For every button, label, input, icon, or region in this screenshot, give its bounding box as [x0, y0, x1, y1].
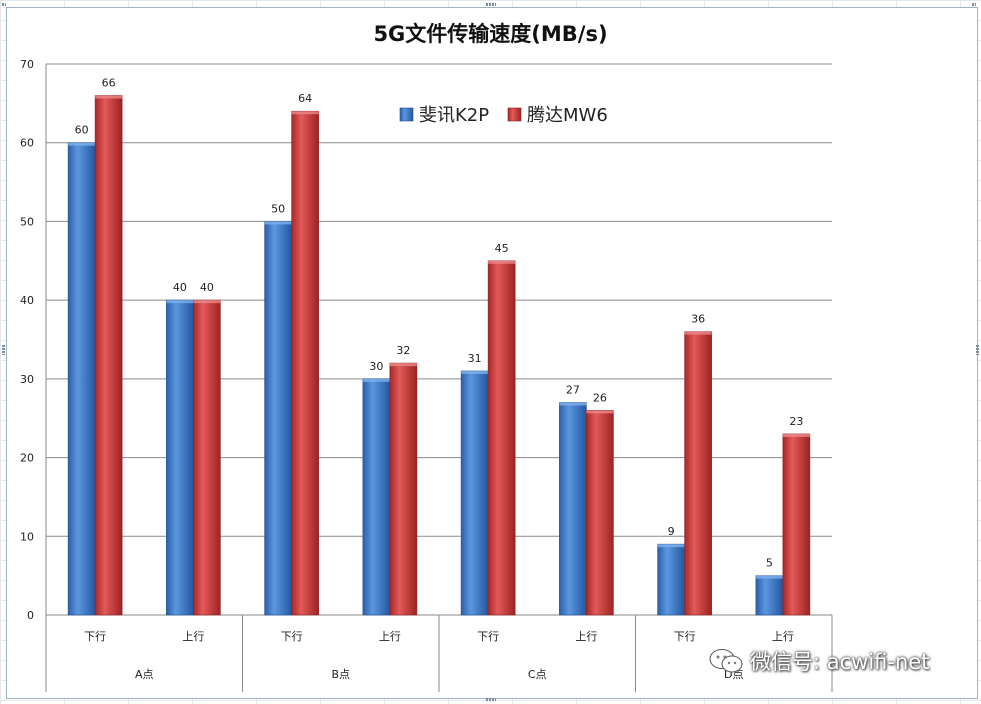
- data-label: 45: [495, 242, 509, 255]
- bar-mw6: [389, 362, 418, 616]
- bar-mw6: [782, 433, 811, 616]
- y-tick-label: 20: [20, 452, 34, 465]
- data-label: 32: [396, 344, 410, 357]
- legend-label: 腾达MW6: [527, 105, 608, 126]
- legend-label: 斐讯K2P: [419, 105, 489, 126]
- bar-cap: [684, 331, 712, 335]
- legend-swatch: [507, 107, 522, 122]
- x-tick-label: 上行: [575, 630, 597, 643]
- resize-handle-top-right[interactable]: [972, 3, 976, 6]
- y-tick-label: 30: [20, 373, 34, 386]
- x-tick-label: 上行: [772, 630, 794, 643]
- x-tick-label: 下行: [674, 630, 696, 643]
- bar-mw6: [586, 410, 614, 616]
- bar-cap: [755, 575, 783, 579]
- bar-k2p: [559, 402, 587, 616]
- bar-mw6: [684, 331, 712, 616]
- bar-cap: [362, 378, 390, 382]
- x-tick-label: 下行: [84, 630, 106, 643]
- watermark-text: 微信号: acwifi-net: [750, 650, 930, 674]
- data-label: 9: [668, 525, 675, 538]
- bar-k2p: [166, 299, 194, 616]
- bar-cap: [68, 142, 96, 146]
- watermark: 微信号: acwifi-net: [708, 646, 929, 676]
- group-label: B点: [331, 668, 350, 681]
- data-label: 26: [593, 391, 607, 404]
- bar-cap: [586, 410, 614, 414]
- x-tick-label: 上行: [182, 630, 204, 643]
- y-tick-label: 10: [20, 530, 34, 543]
- data-label: 36: [691, 313, 705, 326]
- bar-cap: [782, 433, 810, 437]
- bar-cap: [657, 544, 685, 548]
- data-label: 27: [566, 383, 580, 396]
- y-tick-label: 40: [20, 294, 34, 307]
- bar-k2p: [755, 575, 784, 616]
- data-label: 40: [173, 281, 187, 294]
- data-label: 66: [102, 76, 116, 89]
- bar-mw6: [193, 299, 221, 616]
- data-label: 5: [766, 557, 773, 570]
- bar-mw6: [94, 95, 123, 616]
- bar-k2p: [67, 142, 96, 616]
- data-label: 64: [298, 92, 312, 105]
- data-label: 23: [789, 415, 803, 428]
- y-tick-label: 70: [20, 58, 34, 71]
- y-tick-label: 50: [20, 215, 34, 228]
- data-label: 31: [468, 352, 482, 365]
- bar-cap: [559, 402, 587, 406]
- bar-cap: [461, 370, 489, 374]
- chart-title: 5G文件传输速度(MB/s): [373, 22, 608, 46]
- bar-mw6: [487, 260, 516, 616]
- bar-cap: [166, 300, 194, 304]
- resize-handle-left[interactable]: [2, 345, 5, 355]
- bar-cap: [264, 221, 292, 225]
- bar-cap: [291, 111, 319, 115]
- bar-cap: [95, 95, 123, 99]
- data-label: 60: [75, 124, 89, 137]
- wechat-icon: [709, 649, 743, 673]
- x-tick-label: 下行: [281, 630, 303, 643]
- bar-mw6: [291, 110, 319, 616]
- x-tick-label: 下行: [477, 630, 499, 643]
- x-tick-label: 上行: [379, 630, 401, 643]
- y-tick-label: 0: [27, 609, 34, 622]
- bar-cap: [488, 260, 516, 264]
- data-label: 50: [271, 202, 285, 215]
- data-label: 40: [200, 281, 214, 294]
- group-label: C点: [528, 668, 547, 681]
- y-tick-label: 60: [20, 137, 34, 150]
- resize-handle-right[interactable]: [976, 345, 979, 355]
- bar-k2p: [460, 370, 489, 616]
- group-label: A点: [135, 668, 154, 681]
- data-label: 30: [369, 360, 383, 373]
- resize-handle-top[interactable]: [486, 3, 496, 6]
- resize-handle-top-left[interactable]: [2, 3, 6, 6]
- resize-handle-bottom[interactable]: [486, 698, 496, 701]
- bar-cap: [389, 363, 417, 367]
- bar-cap: [193, 300, 221, 304]
- bar-k2p: [362, 378, 391, 616]
- bar-k2p: [264, 221, 292, 616]
- legend-swatch: [399, 107, 414, 122]
- bar-k2p: [657, 543, 685, 616]
